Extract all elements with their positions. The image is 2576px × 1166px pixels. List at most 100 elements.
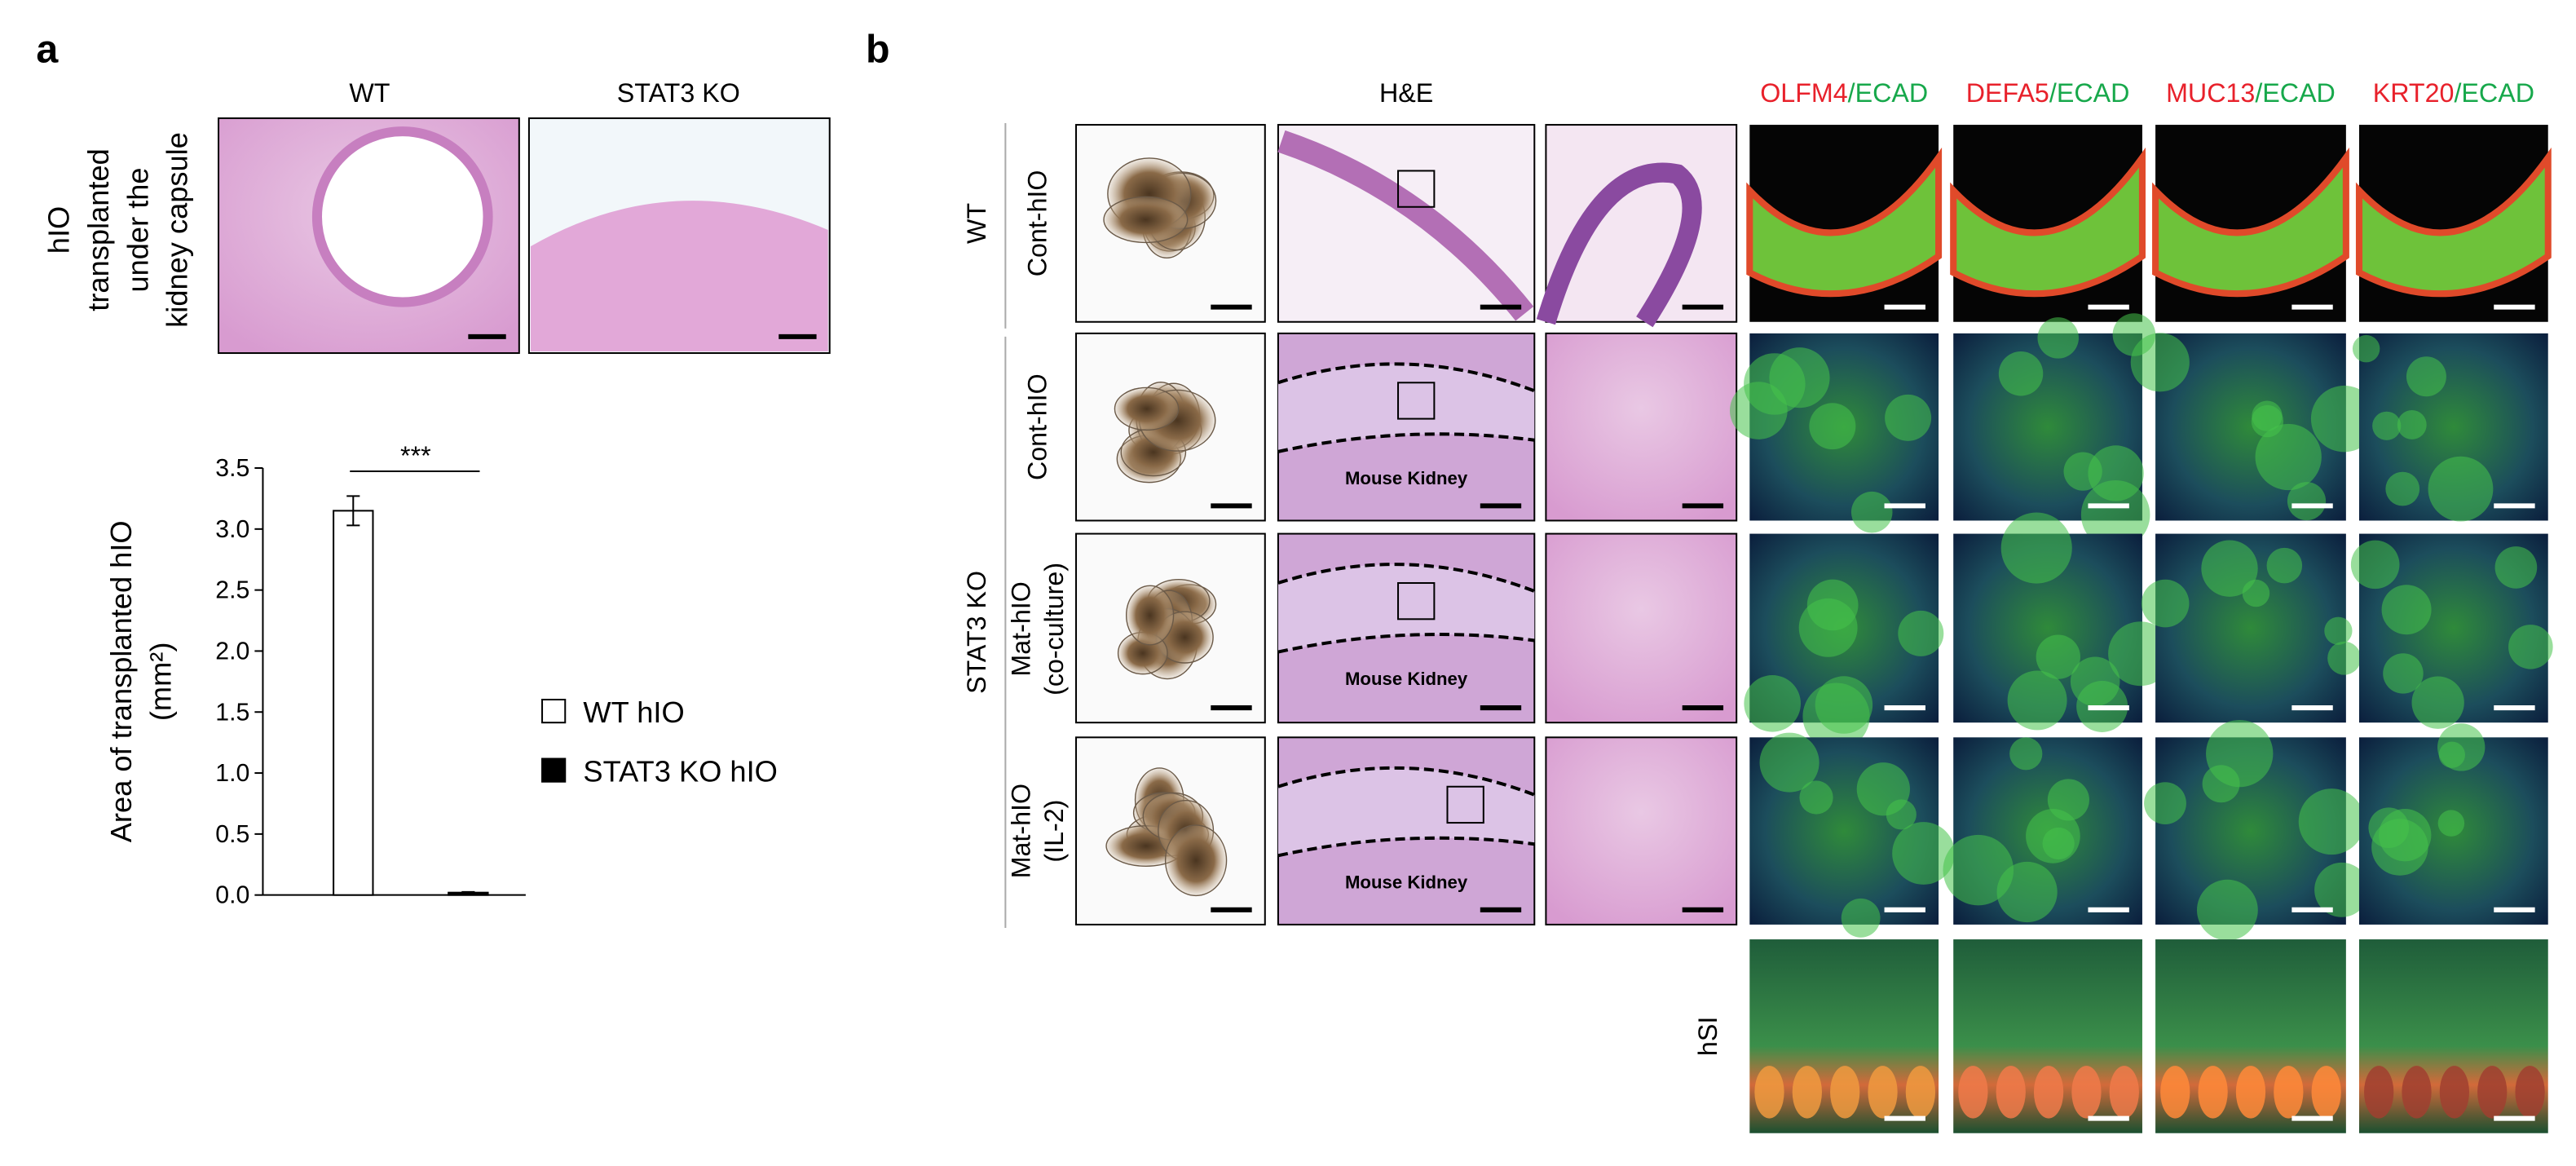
signal <box>2266 547 2303 584</box>
row-label: transplanted <box>82 148 115 311</box>
crypt <box>2515 1066 2545 1119</box>
signal <box>2437 810 2465 837</box>
row-label: hIO <box>42 206 76 254</box>
y-tick-label: 3.5 <box>215 455 249 482</box>
signal <box>2494 546 2538 589</box>
y-tick-label: 2.5 <box>215 577 249 604</box>
micrograph: Mouse Kidney <box>1277 332 1536 522</box>
row-label: Mat-hIO <box>1007 581 1036 676</box>
micrograph <box>2144 719 2370 941</box>
micrograph <box>2358 939 2548 1133</box>
crypt <box>2439 1066 2470 1119</box>
signal <box>2088 445 2144 501</box>
row-label: under the <box>121 167 154 292</box>
inset-box <box>1397 581 1436 621</box>
signal <box>1799 780 1833 815</box>
tissue <box>1277 130 1534 321</box>
signal <box>1802 682 1870 750</box>
signal <box>2000 512 2072 584</box>
signal <box>2385 471 2420 506</box>
bar <box>333 510 374 896</box>
micrograph <box>2152 125 2349 322</box>
inset-box <box>1397 382 1436 420</box>
row-label: Cont-hIO <box>1023 170 1052 277</box>
signal <box>2007 670 2067 731</box>
panel-label: a <box>36 28 59 72</box>
error-bar <box>346 495 360 527</box>
column-header: WT <box>349 78 390 108</box>
counter-name: ECAD <box>2461 78 2534 108</box>
signal <box>2197 879 2258 941</box>
micrograph <box>2355 125 2552 322</box>
micrograph <box>1953 512 2173 732</box>
signal <box>2406 356 2446 397</box>
signal <box>1744 353 1806 415</box>
y-tick-label: 0.0 <box>215 882 249 909</box>
micrograph <box>1730 333 1939 533</box>
histology-image <box>218 117 520 355</box>
row-label: Mat-hIO <box>1007 784 1036 878</box>
boundary <box>1277 836 1535 858</box>
row-label: kidney capsule <box>161 132 194 328</box>
micrograph <box>2130 333 2378 521</box>
row-label: Cont-hIO <box>1023 373 1052 480</box>
micrograph <box>1545 532 1738 724</box>
micrograph <box>1953 939 2142 1133</box>
column-header: MUC13/ECAD <box>2166 78 2336 108</box>
annotation: Mouse Kidney <box>1345 468 1468 488</box>
legend-label: STAT3 KO hIO <box>583 755 777 788</box>
epithelium <box>2355 147 2552 298</box>
signal <box>1798 598 1858 657</box>
signal <box>2372 411 2402 440</box>
signal <box>2314 862 2370 917</box>
signal <box>2070 656 2120 707</box>
organoid <box>1114 386 1180 431</box>
separator: / <box>2454 78 2461 108</box>
image-grid: Mouse Kidney Mouse Kidney Mouse Kidney <box>1075 124 2553 1133</box>
column-header: OLFM4/ECAD <box>1760 78 1928 108</box>
signal <box>2037 317 2079 359</box>
counter-name: ECAD <box>2057 78 2130 108</box>
row-label: (co-culture) <box>1039 563 1069 696</box>
marker-name: DEFA5 <box>1966 78 2049 108</box>
crypt <box>2033 1066 2064 1119</box>
micrograph <box>1749 732 1955 938</box>
separator: / <box>1848 78 1855 108</box>
signal <box>2141 579 2190 628</box>
y-tick-label: 2.0 <box>215 638 249 665</box>
micrograph: Mouse Kidney <box>1277 532 1536 724</box>
signal <box>2201 540 2258 597</box>
crypt <box>2235 1066 2266 1119</box>
inset-box <box>1397 170 1436 208</box>
crypt <box>2109 1066 2139 1119</box>
signal <box>2130 333 2190 392</box>
marker-name: KRT20 <box>2373 78 2455 108</box>
micrograph <box>1943 737 2142 925</box>
panel-label: b <box>866 28 890 72</box>
micrograph <box>2350 533 2553 729</box>
signal <box>1856 762 1910 816</box>
marker-name: MUC13 <box>2166 78 2255 108</box>
crypt <box>1792 1066 1822 1119</box>
crypt <box>1996 1066 2026 1119</box>
signal <box>2202 765 2240 803</box>
counter-name: ECAD <box>1855 78 1929 108</box>
signal <box>2428 456 2494 522</box>
annotation: Mouse Kidney <box>1345 669 1468 689</box>
row-label: (IL-2) <box>1039 800 1069 863</box>
micrograph <box>1075 124 1266 323</box>
signal <box>1759 732 1820 793</box>
column-header: DEFA5/ECAD <box>1966 78 2130 108</box>
boundary <box>1277 766 1536 797</box>
boundary <box>1277 563 1536 593</box>
crypt <box>2274 1066 2304 1119</box>
epithelium <box>1746 147 1943 298</box>
signal <box>1850 491 1893 533</box>
crypt <box>2198 1066 2228 1119</box>
group-label: STAT3 KO <box>962 571 991 694</box>
micrograph <box>2141 533 2362 723</box>
signal <box>2371 819 2428 876</box>
micrograph <box>1545 332 1738 522</box>
signal <box>2352 334 2380 363</box>
